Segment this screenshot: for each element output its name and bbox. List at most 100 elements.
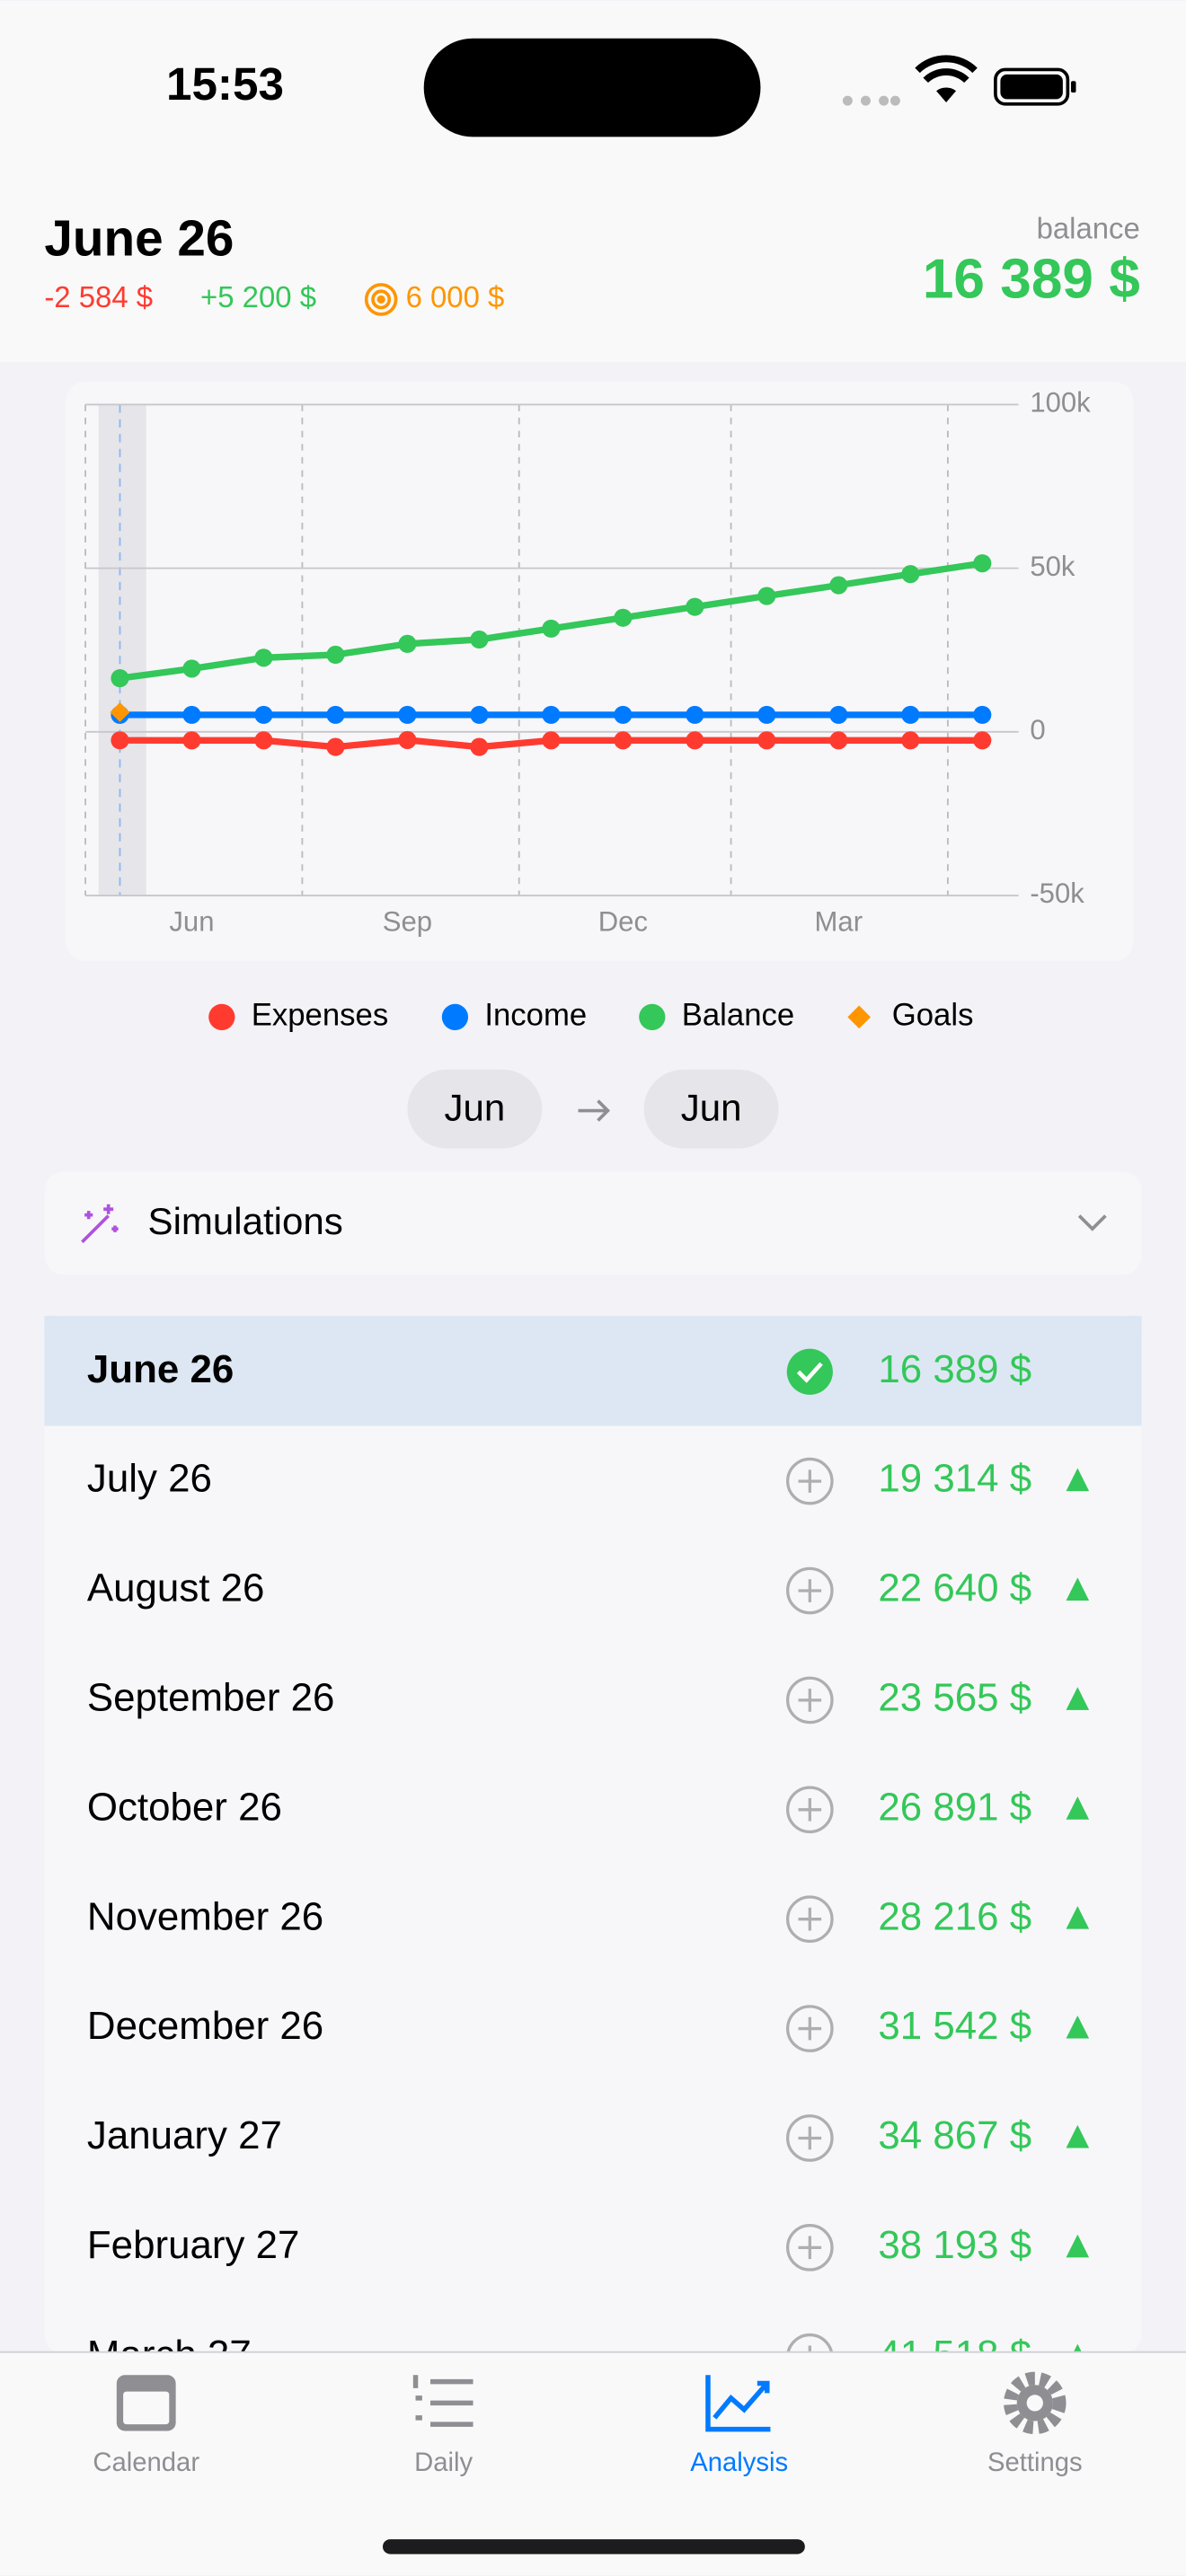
point [686, 705, 704, 724]
point [326, 705, 345, 724]
x-tick-label: Jun [169, 905, 214, 937]
row-amount: 34 867 $ [878, 2113, 1031, 2157]
x-tick-label: Mar [815, 905, 863, 937]
range-to-label: Jun [681, 1087, 742, 1129]
tab-icon-inner [123, 2391, 170, 2425]
point [614, 731, 633, 750]
point [182, 731, 201, 750]
status-icons [842, 55, 1076, 106]
balance-value: 16 389 $ [923, 249, 1140, 311]
point [829, 705, 848, 724]
add-plus [798, 1798, 822, 1822]
month-row[interactable]: September 26 23 565 $ [87, 1676, 1090, 1725]
range-from-label: Jun [444, 1087, 505, 1129]
add-icon[interactable] [786, 1566, 834, 1615]
row-month: February 27 [87, 2223, 299, 2267]
month-row[interactable]: December 26 31 542 $ [87, 2004, 1090, 2052]
goal-total: 6 000 $ [406, 280, 505, 313]
dynamic-island [423, 38, 761, 137]
point [398, 730, 417, 749]
up-arrow [1066, 2015, 1090, 2039]
point [829, 576, 848, 595]
month-row[interactable]: February 27 38 193 $ [87, 2223, 1090, 2272]
month-row[interactable]: August 26 22 640 $ [87, 1566, 1090, 1615]
simulations-row[interactable]: Simulations [44, 1171, 1142, 1275]
row-amount: 38 193 $ [878, 2223, 1031, 2267]
range-from[interactable]: Jun [407, 1069, 543, 1149]
point [542, 619, 561, 638]
row-month: September 26 [87, 1676, 335, 1720]
point [901, 705, 920, 724]
point [326, 645, 345, 665]
add-icon[interactable] [786, 1457, 834, 1505]
up-arrow [1066, 1468, 1090, 1492]
point [182, 659, 201, 678]
point [901, 731, 920, 750]
month-row[interactable]: October 26 26 891 $ [87, 1785, 1090, 1834]
row-amount: 31 542 $ [878, 2004, 1031, 2048]
row-amount: 28 216 $ [878, 1894, 1031, 1938]
row-highlight [44, 1316, 1142, 1426]
tab[interactable]: Analysis [690, 2375, 788, 2477]
y-tick-label: 100k [1030, 387, 1091, 419]
month-separators [84, 404, 949, 896]
legend-label: Income [484, 999, 587, 1033]
row-amount: 16 389 $ [878, 1347, 1031, 1391]
row-amount: 19 314 $ [878, 1457, 1031, 1501]
tab[interactable]: Settings [987, 2371, 1083, 2477]
goal-icon [364, 283, 398, 316]
up-arrow [1066, 1687, 1090, 1710]
point [111, 669, 129, 688]
legend-label: Goals [892, 999, 974, 1033]
point [398, 705, 417, 724]
add-plus [798, 2236, 822, 2260]
x-tick-label: Dec [598, 905, 648, 937]
income-total: +5 200 $ [200, 280, 316, 313]
up-arrow [1066, 2234, 1090, 2258]
tab[interactable]: Calendar [93, 2375, 199, 2477]
row-month: June 26 [87, 1347, 234, 1391]
tab-icon-hole [1026, 2395, 1043, 2412]
add-icon[interactable] [786, 2224, 834, 2272]
add-icon[interactable] [786, 1786, 834, 1834]
row-month: November 26 [87, 1894, 323, 1938]
row-month: October 26 [87, 1785, 282, 1829]
add-plus [798, 2126, 822, 2150]
row-amount: 26 891 $ [878, 1785, 1031, 1829]
y-tick-label: 0 [1030, 714, 1045, 745]
point [973, 705, 992, 724]
legend-label: Balance [682, 999, 794, 1033]
month-row[interactable]: January 27 34 867 $ [87, 2113, 1090, 2162]
row-month: December 26 [87, 2004, 323, 2048]
point [686, 731, 704, 750]
balance-label: balance [1037, 211, 1140, 244]
point [111, 731, 129, 750]
add-icon[interactable] [786, 1895, 834, 1944]
range-to[interactable]: Jun [643, 1069, 779, 1149]
tab[interactable]: Daily [412, 2375, 474, 2477]
x-tick-label: Sep [383, 905, 432, 937]
point [542, 705, 561, 724]
month-row[interactable]: July 26 19 314 $ [87, 1457, 1090, 1505]
legend-swatch [441, 1003, 469, 1030]
tab-label: Analysis [690, 2448, 788, 2477]
point [614, 608, 633, 627]
add-plus [798, 1689, 822, 1712]
point [686, 597, 704, 616]
point [470, 737, 489, 756]
expenses-total: -2 584 $ [44, 280, 153, 313]
month-row[interactable]: November 26 28 216 $ [87, 1894, 1090, 1944]
month-row[interactable]: June 26 16 389 $ [44, 1316, 1142, 1426]
tab-bar [0, 2351, 1186, 2576]
row-amount: 22 640 $ [878, 1566, 1031, 1610]
add-icon[interactable] [786, 1676, 834, 1725]
tabs: Calendar Daily Analysis Settings [93, 2371, 1083, 2477]
month-list: June 26 16 389 $ July 26 19 314 $ August 26 2… [44, 1316, 1142, 2381]
point [254, 648, 273, 667]
row-amount: 23 565 $ [878, 1676, 1031, 1720]
add-icon[interactable] [786, 2114, 834, 2162]
add-icon[interactable] [786, 2005, 834, 2052]
point [757, 705, 776, 724]
